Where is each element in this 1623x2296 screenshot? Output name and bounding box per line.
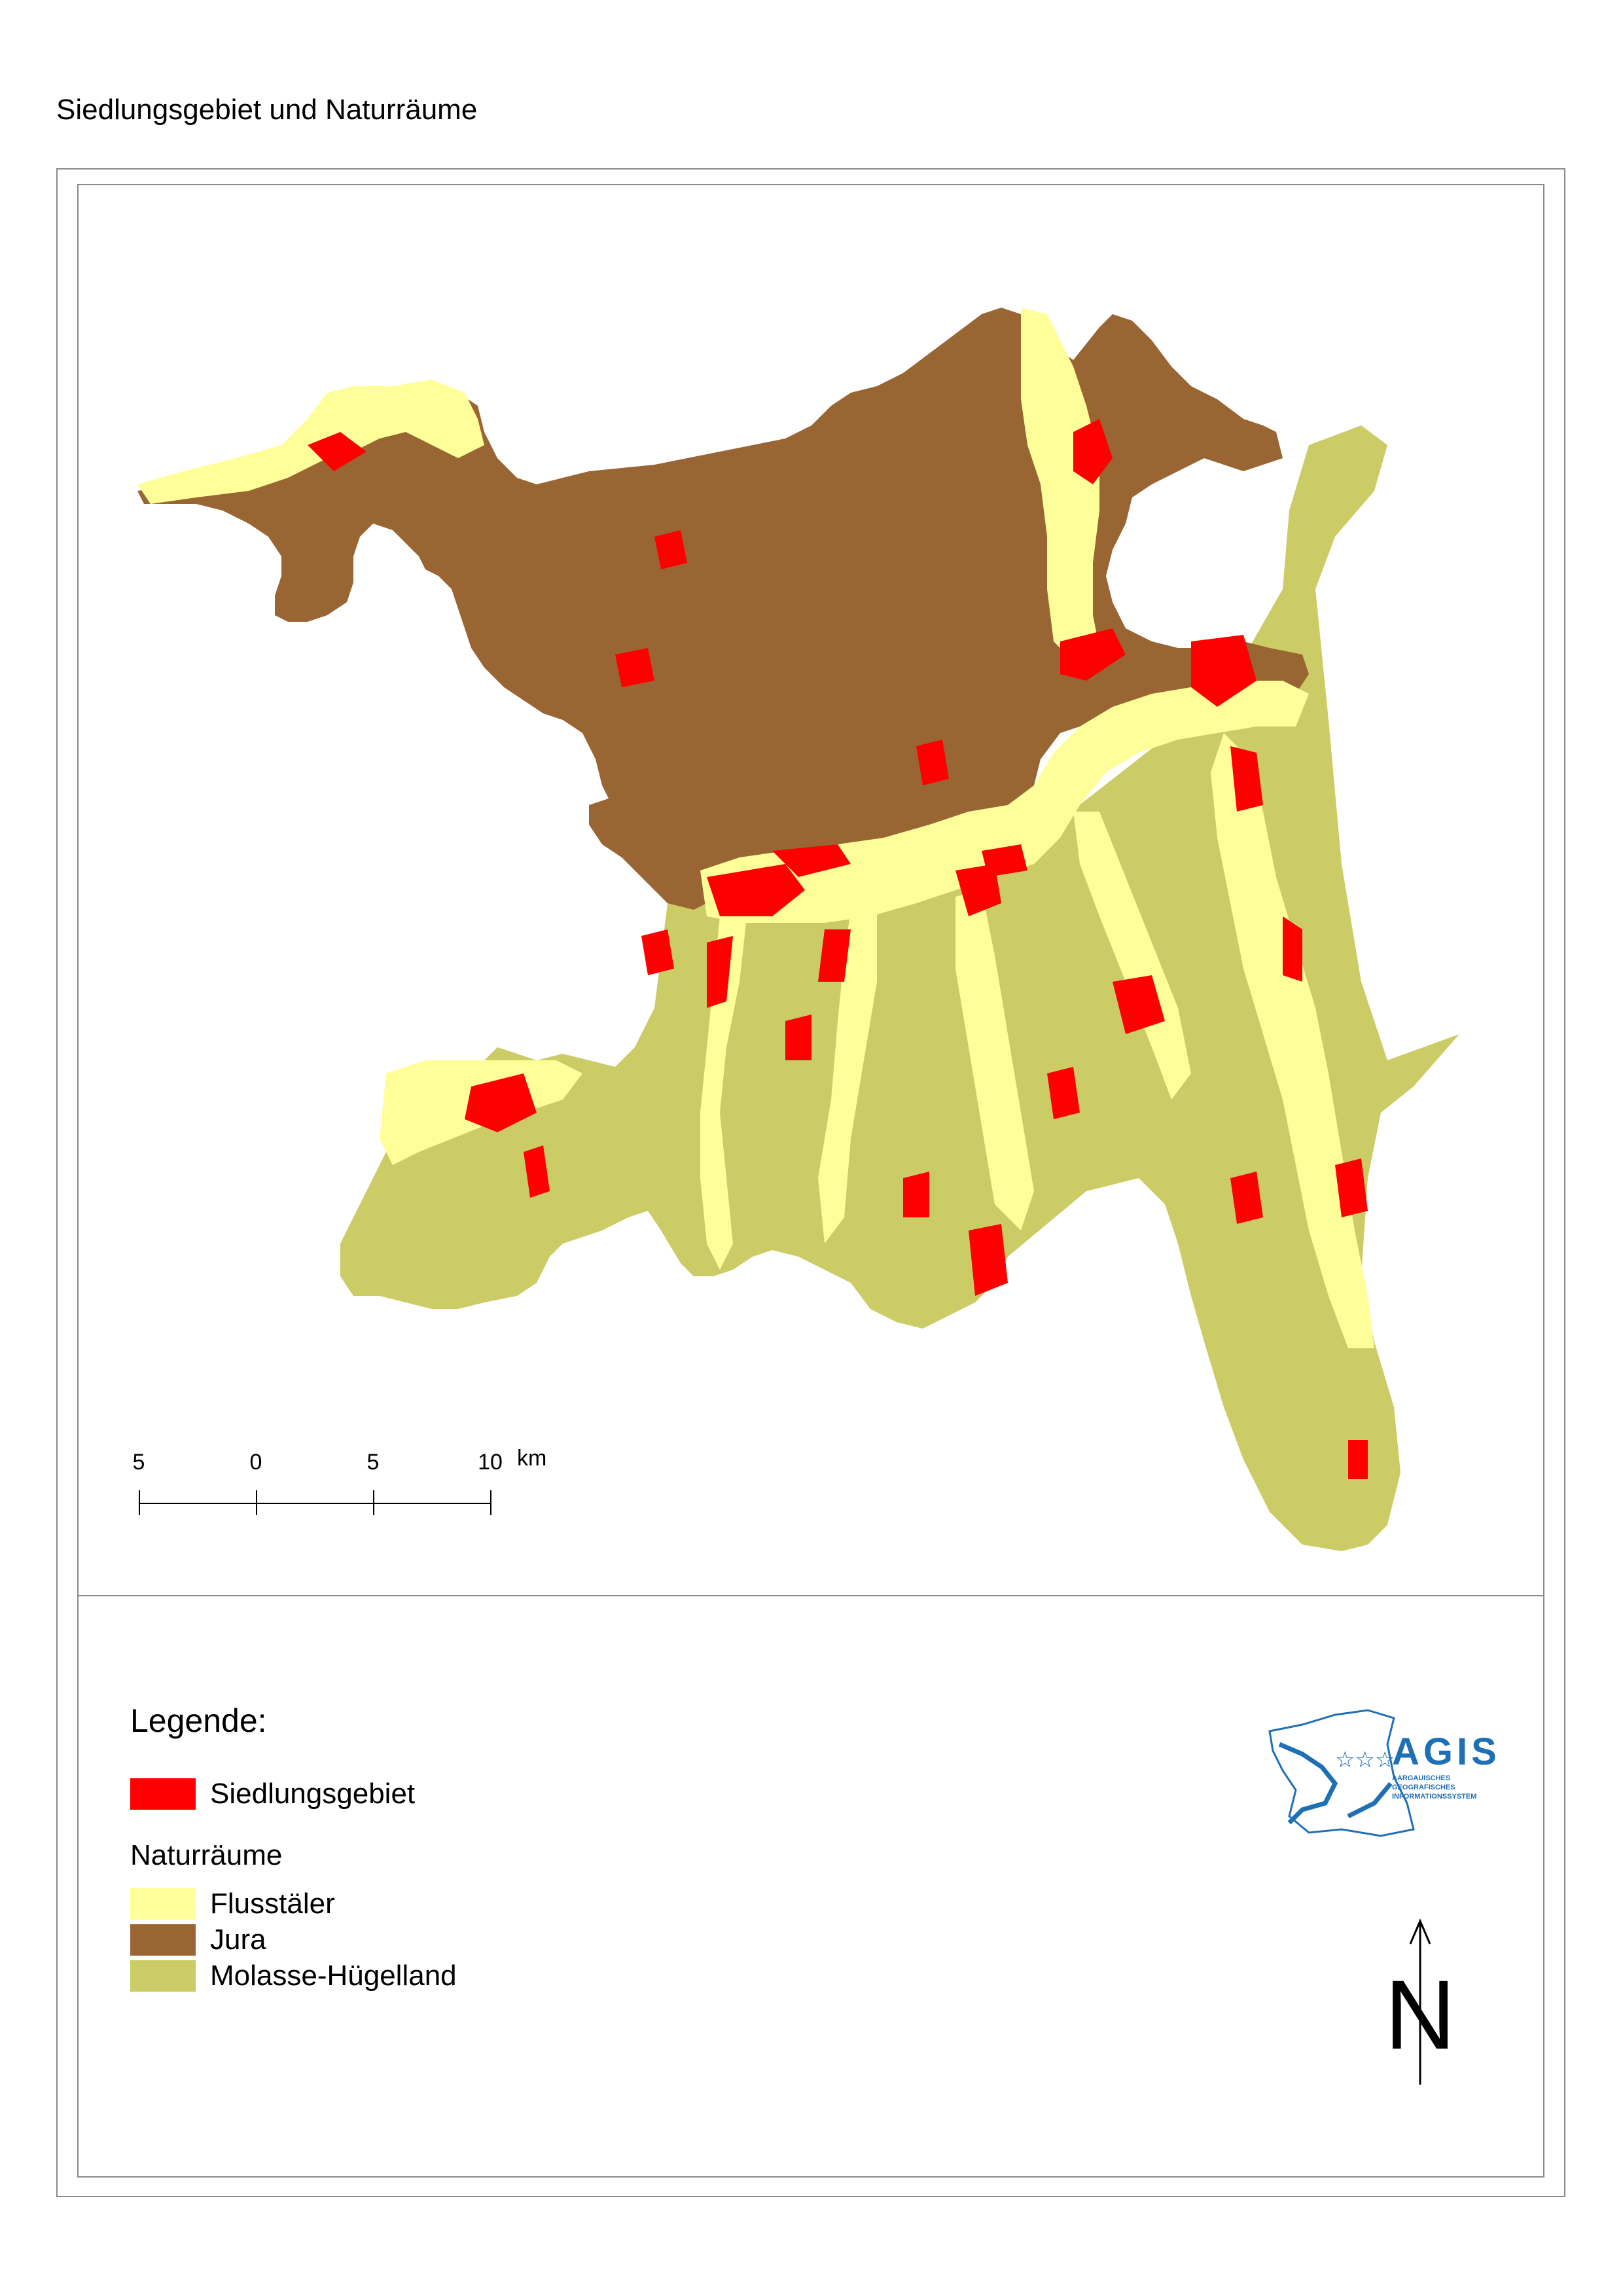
logo-subtitle: AARGAUISCHES GEOGRAFISCHES INFORMATIONSS… [1392, 1774, 1477, 1801]
legend-label-flusstaeler: Flusstäler [210, 1888, 335, 1920]
scale-label-10: 10 [478, 1450, 503, 1475]
scale-tick [256, 1490, 257, 1515]
scale-tick [490, 1490, 491, 1515]
logo-name: AGIS [1392, 1731, 1501, 1773]
svg-text:☆☆☆: ☆☆☆ [1335, 1747, 1395, 1773]
outer-frame [56, 168, 1565, 2197]
flusstaeler-north-rim [137, 380, 484, 504]
map-legend-divider [77, 1595, 1544, 1596]
settlement-areas [308, 419, 1368, 1479]
legend-swatch-molasse [130, 1960, 196, 1992]
jura-region [137, 308, 1309, 910]
legend-item-jura: Jura [130, 1924, 266, 1956]
scale-label-5-left: 5 [132, 1450, 145, 1475]
scale-line [139, 1503, 491, 1504]
legend-label-jura: Jura [210, 1924, 266, 1956]
legend-swatch-flusstaeler [130, 1888, 196, 1920]
legend-swatch-siedlungsgebiet [130, 1778, 196, 1810]
molasse-region [340, 425, 1459, 1551]
legend-group-title: Naturräume [130, 1839, 283, 1871]
legend-label-molasse: Molasse-Hügelland [210, 1960, 457, 1992]
scale-unit: km [517, 1446, 547, 1471]
scale-bar: 5 0 5 10 km [111, 1446, 546, 1522]
agis-logo-icon: ☆☆☆ [1268, 1709, 1415, 1837]
flusstaeler-valley-4 [1073, 812, 1191, 1100]
inner-frame [77, 184, 1544, 2178]
flusstaeler-valley-2 [818, 910, 877, 1244]
flusstaeler-aare [700, 681, 1309, 923]
legend-item-siedlungsgebiet: Siedlungsgebiet [130, 1778, 415, 1810]
flusstaeler-valley-3 [955, 890, 1034, 1230]
legend-label-siedlungsgebiet: Siedlungsgebiet [210, 1778, 416, 1810]
scale-tick [373, 1490, 374, 1515]
legend-swatch-jura [130, 1924, 196, 1956]
flusstaeler-rhein [1021, 308, 1099, 661]
page-title: Siedlungsgebiet und Naturräume [56, 94, 478, 126]
scale-tick [139, 1490, 140, 1515]
flusstaeler-reuss [1211, 733, 1374, 1348]
legend-item-flusstaeler: Flusstäler [130, 1888, 335, 1920]
legend-item-molasse: Molasse-Hügelland [130, 1960, 457, 1992]
north-arrow-icon: N [1385, 1918, 1455, 2085]
legend-title: Legende: [130, 1702, 267, 1739]
scale-label-0: 0 [249, 1450, 262, 1475]
north-label: N [1385, 1960, 1455, 2070]
scale-label-5: 5 [366, 1450, 380, 1475]
